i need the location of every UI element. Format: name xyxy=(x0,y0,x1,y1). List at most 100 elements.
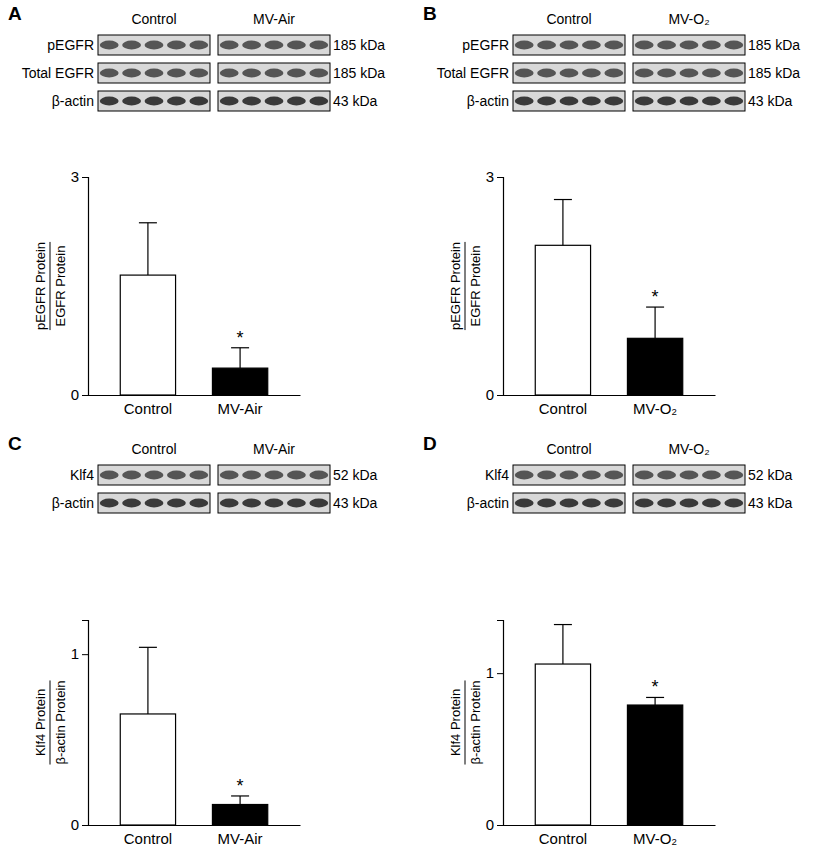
blot-band xyxy=(680,69,699,78)
significance: * xyxy=(652,287,659,307)
fraction-line xyxy=(50,680,51,764)
error-bar xyxy=(554,625,572,664)
blot-group-label: MV-O₂ xyxy=(668,441,709,457)
bar xyxy=(627,338,682,395)
x-tick: MV-Air xyxy=(218,395,263,417)
panel: BControlMV-O₂pEGFR185 kDaTotal EGFR185 k… xyxy=(423,3,800,417)
blot-band xyxy=(537,69,556,78)
y-axis-title-denominator: β-actin Protein xyxy=(468,680,483,764)
blot-band xyxy=(635,499,654,508)
blot-band xyxy=(220,499,239,508)
blot-band xyxy=(189,471,208,480)
y-tick-mark xyxy=(497,177,503,178)
blot-strip xyxy=(218,493,330,513)
blot-band xyxy=(604,69,623,78)
blot-band xyxy=(657,41,676,50)
blot-band xyxy=(724,499,743,508)
blot-group-label: Control xyxy=(131,441,176,457)
blot-band xyxy=(189,41,208,50)
blot-row-label: Klf4 xyxy=(485,467,509,483)
y-tick-mark xyxy=(497,395,503,396)
error-bar xyxy=(231,348,249,368)
y-tick-label: 1 xyxy=(486,664,494,681)
x-tick-label: Control xyxy=(124,400,172,417)
blot-band xyxy=(287,69,306,78)
blot-band xyxy=(582,97,601,106)
y-tick-label: 0 xyxy=(486,816,494,833)
x-tick: MV-O₂ xyxy=(633,395,677,417)
blot-band xyxy=(122,41,141,50)
blot-band xyxy=(309,41,328,50)
y-tick-label: 0 xyxy=(486,386,494,403)
panel-letter: C xyxy=(8,433,22,454)
error-bar xyxy=(554,200,572,246)
blot-band xyxy=(265,97,284,106)
blot-band xyxy=(145,471,164,480)
blot-band xyxy=(287,97,306,106)
blot-band xyxy=(604,41,623,50)
blot-band xyxy=(702,499,721,508)
blot-band xyxy=(604,499,623,508)
blot-strip xyxy=(98,35,210,55)
blot-strip xyxy=(633,35,745,55)
blot-band xyxy=(635,69,654,78)
blot-band xyxy=(604,97,623,106)
blot-band xyxy=(560,69,579,78)
blot-row-label: β-actin xyxy=(52,495,94,511)
blot-size-label: 43 kDa xyxy=(748,495,793,511)
y-axis-title-numerator: Klf4 Protein xyxy=(448,689,463,756)
blot-size-label: 43 kDa xyxy=(333,495,378,511)
blot-band xyxy=(220,97,239,106)
y-axis-title: pEGFR ProteinEGFR Protein xyxy=(448,242,483,330)
x-axis-line xyxy=(89,395,301,396)
fraction-line xyxy=(465,680,466,764)
blot-band xyxy=(515,69,534,78)
blot-band xyxy=(167,69,186,78)
blot-band xyxy=(560,499,579,508)
panel: AControlMV-AirpEGFR185 kDaTotal EGFR185 … xyxy=(8,3,385,417)
blot-row-label: β-actin xyxy=(52,93,94,109)
y-tick: 0 xyxy=(486,386,503,403)
error-bar xyxy=(139,223,157,275)
blot-band xyxy=(265,471,284,480)
y-tick-label: 1 xyxy=(71,645,79,662)
bar xyxy=(535,664,590,825)
blot-band xyxy=(582,471,601,480)
blot-row-label: Klf4 xyxy=(70,467,94,483)
blot-band xyxy=(242,41,261,50)
significance: * xyxy=(652,677,659,697)
x-tick-label: Control xyxy=(539,400,587,417)
blot-band xyxy=(167,471,186,480)
y-axis: 01 xyxy=(486,621,504,834)
blot-band xyxy=(702,97,721,106)
blot-strip xyxy=(513,35,625,55)
x-axis: ControlMV-O₂ xyxy=(504,825,716,847)
figure: AControlMV-AirpEGFR185 kDaTotal EGFR185 … xyxy=(0,0,830,855)
y-tick-mark xyxy=(497,825,503,826)
blot-band xyxy=(702,69,721,78)
fraction-line xyxy=(465,242,466,330)
blot-band xyxy=(242,97,261,106)
blot-band xyxy=(680,471,699,480)
blot-strip xyxy=(513,91,625,111)
plot-area xyxy=(535,625,682,825)
x-tick: Control xyxy=(124,395,172,417)
y-axis-line xyxy=(82,178,89,396)
significance: * xyxy=(237,776,244,796)
blot-size-label: 52 kDa xyxy=(333,467,378,483)
blot-band xyxy=(100,499,119,508)
panel: DControlMV-O₂Klf452 kDaβ-actin43 kDa*01C… xyxy=(423,433,793,847)
error-bar-cap xyxy=(554,199,572,200)
blot-group-label: Control xyxy=(546,441,591,457)
blot-band xyxy=(724,471,743,480)
error-bar-stem xyxy=(562,625,563,664)
x-tick: Control xyxy=(124,825,172,847)
blot-strip xyxy=(98,91,210,111)
y-axis-line xyxy=(82,621,89,826)
blot-band xyxy=(560,471,579,480)
blot-band xyxy=(724,41,743,50)
blot-band xyxy=(220,69,239,78)
error-bar-stem xyxy=(147,223,148,275)
blot-band xyxy=(657,97,676,106)
y-tick-mark xyxy=(82,395,88,396)
